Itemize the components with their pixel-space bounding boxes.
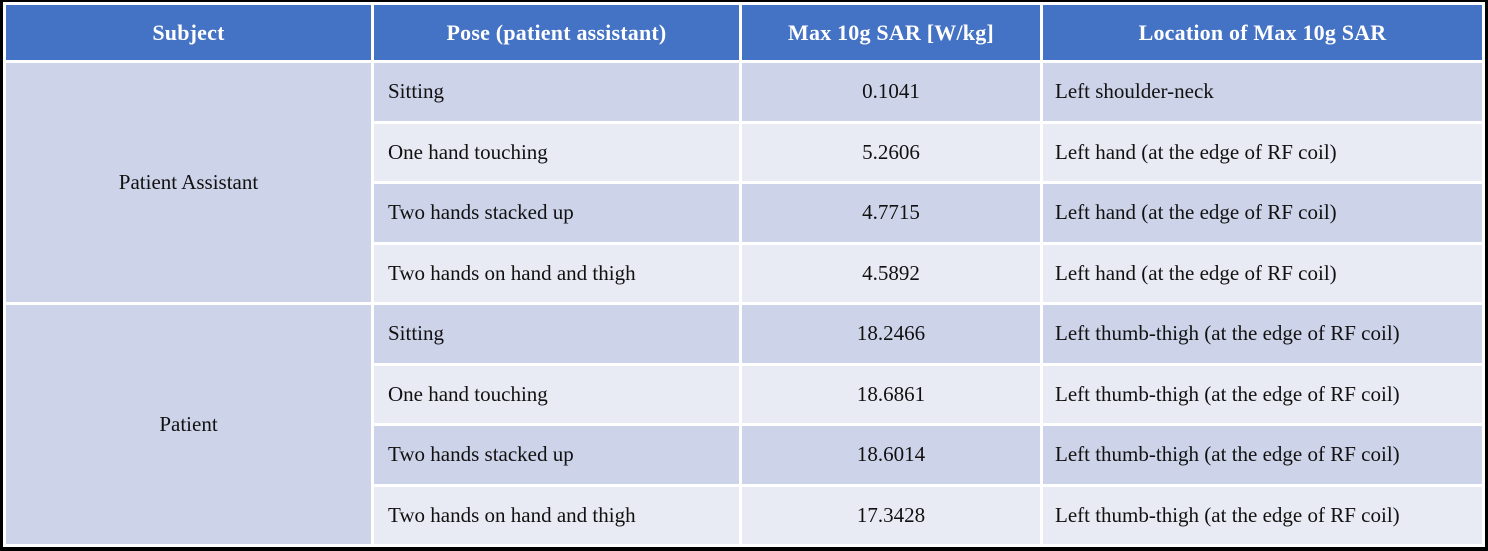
pose-cell: Two hands stacked up: [374, 426, 739, 484]
location-cell: Left hand (at the edge of RF coil): [1043, 244, 1482, 302]
location-cell: Left hand (at the edge of RF coil): [1043, 123, 1482, 181]
header-max-sar: Max 10g SAR [W/kg]: [742, 5, 1040, 60]
table-row: Two hands on hand and thigh 17.3428 Left…: [6, 486, 1482, 544]
pose-cell: One hand touching: [374, 123, 739, 181]
header-row: Subject Pose (patient assistant) Max 10g…: [6, 5, 1482, 60]
pose-cell: Sitting: [374, 63, 739, 121]
header-subject: Subject: [6, 5, 371, 60]
sar-value-cell: 4.7715: [742, 184, 1040, 242]
subject-cell-patient: Patient: [6, 305, 371, 544]
table-row: Patient Assistant Sitting 0.1041 Left sh…: [6, 63, 1482, 302]
sar-value-cell: 17.3428: [742, 486, 1040, 544]
table-row: Patient Sitting 18.2466 Left thumb-thigh…: [6, 305, 1482, 544]
table-row: Two hands stacked up 4.7715 Left hand (a…: [6, 184, 1482, 242]
sar-value-cell: 5.2606: [742, 123, 1040, 181]
location-cell: Left shoulder-neck: [1043, 63, 1482, 121]
pose-cell: Two hands on hand and thigh: [374, 486, 739, 544]
location-cell: Left thumb-thigh (at the edge of RF coil…: [1043, 305, 1482, 363]
table-row: One hand touching 18.6861 Left thumb-thi…: [6, 365, 1482, 423]
location-cell: Left thumb-thigh (at the edge of RF coil…: [1043, 365, 1482, 423]
location-cell: Left thumb-thigh (at the edge of RF coil…: [1043, 486, 1482, 544]
header-pose: Pose (patient assistant): [374, 5, 739, 60]
sar-table: Subject Pose (patient assistant) Max 10g…: [3, 2, 1485, 547]
subject-cell-patient-assistant: Patient Assistant: [6, 63, 371, 302]
sar-value-cell: 4.5892: [742, 244, 1040, 302]
table-row: Two hands on hand and thigh 4.5892 Left …: [6, 244, 1482, 302]
location-cell: Left thumb-thigh (at the edge of RF coil…: [1043, 426, 1482, 484]
sar-value-cell: 18.2466: [742, 305, 1040, 363]
pose-cell: Sitting: [374, 305, 739, 363]
header-location: Location of Max 10g SAR: [1043, 5, 1482, 60]
sar-value-cell: 0.1041: [742, 63, 1040, 121]
pose-cell: Two hands stacked up: [374, 184, 739, 242]
pose-cell: Two hands on hand and thigh: [374, 244, 739, 302]
sar-value-cell: 18.6014: [742, 426, 1040, 484]
sar-value-cell: 18.6861: [742, 365, 1040, 423]
table-row: One hand touching 5.2606 Left hand (at t…: [6, 123, 1482, 181]
location-cell: Left hand (at the edge of RF coil): [1043, 184, 1482, 242]
pose-cell: One hand touching: [374, 365, 739, 423]
table-row: Two hands stacked up 18.6014 Left thumb-…: [6, 426, 1482, 484]
